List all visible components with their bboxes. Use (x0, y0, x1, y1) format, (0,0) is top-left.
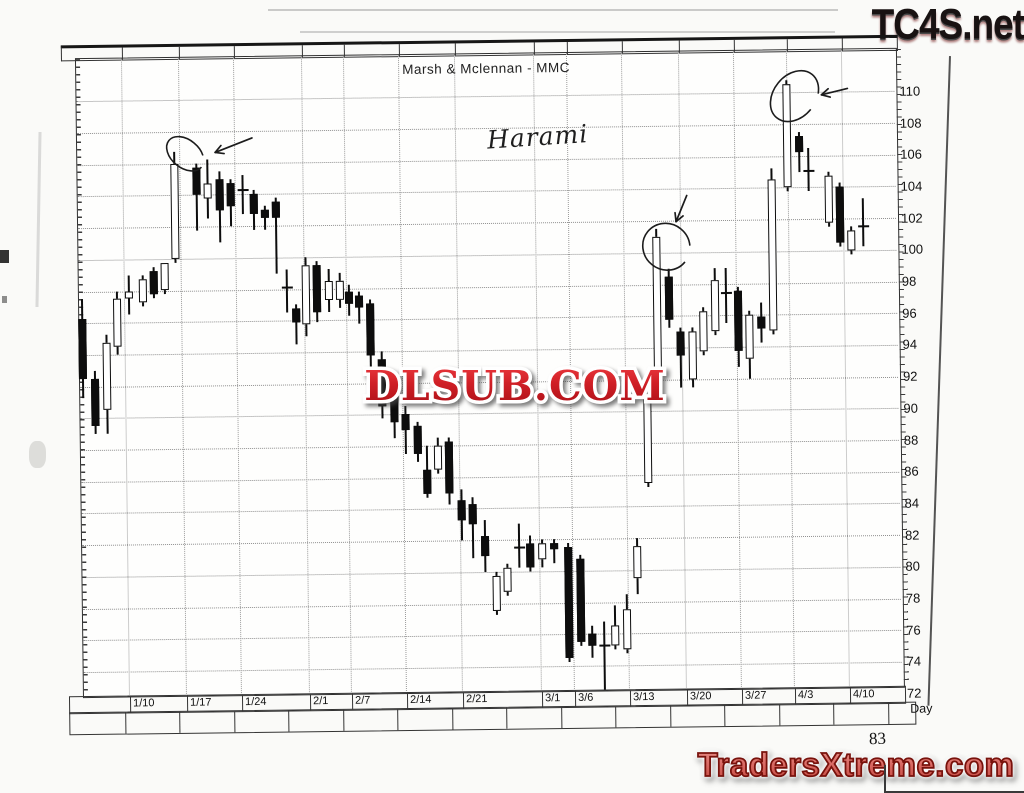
tc4s-watermark-logo: TC4S.net (871, 1, 1024, 48)
hand-drawn-arrow (820, 87, 849, 98)
dlsub-watermark: DLSUB.COM (361, 359, 668, 414)
scan-artifact (0, 250, 9, 263)
scan-streak (300, 31, 835, 33)
margin-mark-vertical (884, 765, 886, 792)
scan-streak (268, 9, 838, 11)
hand-drawn-arrow (214, 137, 253, 155)
harami-circle (769, 69, 820, 123)
hand-drawn-arrow (674, 194, 688, 223)
tradersxtreme-watermark-text: TradersXtreme.com (698, 746, 1015, 783)
harami-circle (165, 135, 205, 172)
harami-circle (641, 222, 691, 271)
scan-artifact (29, 441, 46, 468)
scan-artifact (2, 296, 7, 303)
margin-mark-horizontal (884, 791, 1024, 793)
dlsub-watermark-text: DLSUB.COM (364, 362, 665, 410)
tradersxtreme-watermark: TradersXtreme.com (697, 745, 1015, 784)
